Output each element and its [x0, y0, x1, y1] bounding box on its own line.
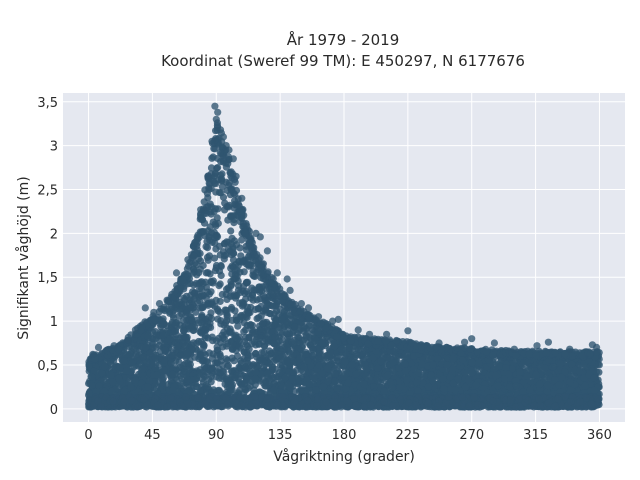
chart-title-line-2: Koordinat (Sweref 99 TM): E 450297, N 61… — [161, 52, 525, 70]
data-point — [305, 322, 313, 330]
data-point — [556, 360, 565, 368]
data-point — [203, 244, 212, 252]
data-point — [234, 322, 242, 330]
data-point — [204, 334, 212, 342]
data-point — [219, 193, 228, 201]
data-point — [212, 337, 220, 345]
data-point — [188, 345, 196, 353]
data-point — [217, 176, 225, 184]
data-point — [216, 242, 224, 250]
data-point — [219, 343, 227, 351]
data-point — [245, 345, 253, 353]
data-point — [231, 197, 239, 205]
data-point — [238, 258, 246, 266]
data-point — [242, 278, 251, 287]
data-point — [247, 352, 255, 360]
data-point — [222, 355, 230, 363]
data-point — [200, 343, 208, 351]
data-point — [205, 232, 213, 241]
data-point — [132, 351, 140, 359]
chart-title-line-1: År 1979 - 2019 — [287, 30, 400, 49]
data-point — [238, 236, 246, 244]
data-point — [212, 264, 220, 272]
data-point — [568, 360, 576, 368]
data-point — [253, 296, 261, 304]
data-point — [198, 303, 206, 311]
data-point — [215, 188, 223, 197]
data-point — [223, 285, 231, 293]
data-point — [401, 367, 410, 375]
data-point — [200, 362, 208, 370]
data-point — [233, 316, 241, 324]
data-point — [237, 252, 245, 260]
data-point — [228, 234, 236, 242]
data-point — [549, 363, 557, 371]
data-point — [309, 351, 317, 360]
data-point — [152, 331, 160, 339]
data-point — [221, 206, 229, 214]
data-point — [175, 358, 183, 366]
data-point — [242, 288, 250, 296]
data-point — [251, 330, 259, 338]
data-point — [223, 362, 231, 370]
data-point — [370, 383, 378, 391]
data-point — [236, 244, 244, 252]
data-point — [171, 328, 179, 336]
data-point — [227, 305, 236, 313]
data-point — [227, 367, 236, 375]
data-point — [225, 201, 234, 209]
data-point — [234, 282, 243, 290]
data-point — [243, 321, 251, 330]
data-point — [276, 329, 284, 337]
data-point — [254, 304, 262, 313]
data-points — [85, 102, 603, 411]
data-point — [250, 338, 258, 346]
data-point — [490, 365, 498, 374]
data-point — [275, 369, 283, 377]
data-point — [207, 309, 215, 317]
data-point — [208, 154, 216, 162]
data-point — [107, 371, 115, 379]
data-point — [218, 170, 226, 178]
data-point — [240, 328, 248, 336]
data-point — [255, 314, 263, 322]
data-point — [172, 305, 180, 313]
data-point — [258, 325, 266, 333]
data-point — [227, 227, 235, 235]
data-point — [223, 238, 231, 246]
